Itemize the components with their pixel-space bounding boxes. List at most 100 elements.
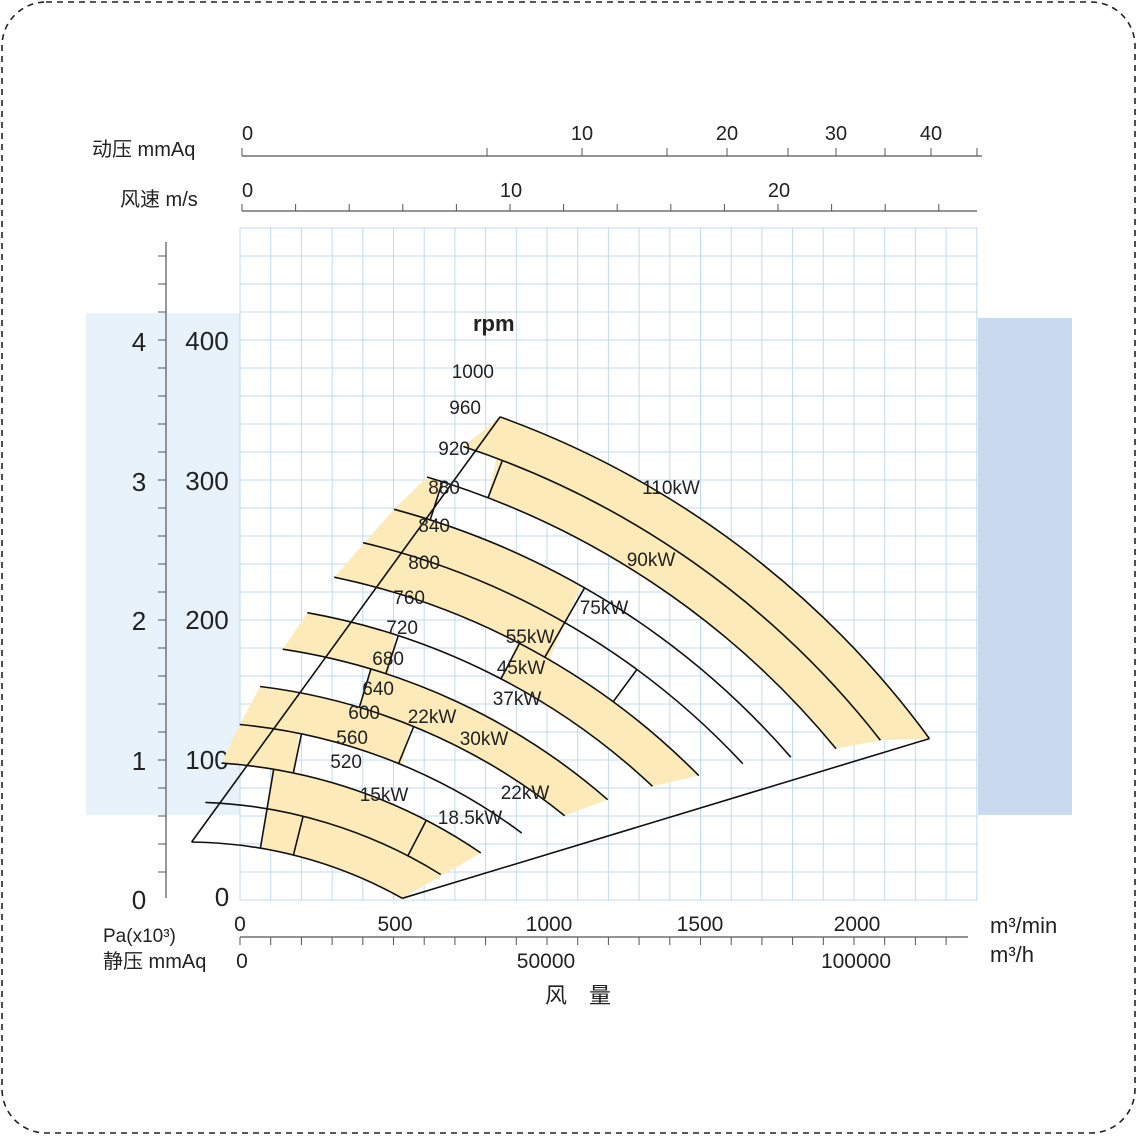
power-label: 22kW (408, 707, 457, 728)
power-label: 110kW (642, 478, 700, 499)
dynamic-pressure-ticks: 0 10 20 30 40 (241, 123, 978, 156)
rpm-curve (282, 648, 609, 801)
left-boundary (190, 416, 501, 843)
rpm-title: rpm (473, 311, 515, 336)
power-label: 90kW (627, 550, 676, 571)
power-band (502, 642, 699, 787)
pa-unit-label: Pa(x10³) (103, 926, 176, 947)
rpm-curve (260, 685, 566, 817)
mmaq-tick-label: 0 (215, 882, 229, 912)
rpm-label: 600 (348, 703, 380, 724)
rpm-label: 760 (393, 588, 425, 609)
rpm-label: 720 (386, 618, 418, 639)
rpm-curve (307, 611, 654, 787)
rpm-curve (334, 576, 700, 777)
flow-hour-tick-label: 100000 (821, 950, 891, 973)
rpm-label: 840 (418, 516, 450, 537)
rpm-curve (463, 445, 882, 741)
power-divider (397, 726, 415, 764)
pa-tick-label: 4 (132, 327, 146, 357)
power-band (488, 458, 881, 749)
power-divider (429, 481, 444, 521)
power-label: 18.5kW (438, 808, 502, 829)
power-divider (358, 668, 372, 708)
rpm-curve (426, 476, 837, 750)
rpm-label: 680 (372, 649, 404, 670)
flow-hour-tick-label: 50000 (517, 950, 575, 973)
rpm-curve (191, 841, 403, 899)
rpm-label: 640 (362, 679, 394, 700)
power-band (360, 668, 608, 816)
rpm-curve (362, 541, 744, 765)
power-label: 75kW (580, 598, 629, 619)
flow-unit-min: m³/min (990, 913, 1057, 938)
velocity-ticks: 0 10 20 (241, 180, 940, 211)
pa-tick-label: 0 (132, 885, 146, 915)
pa-tick-label: 3 (132, 467, 146, 497)
power-divider (500, 643, 521, 680)
pa-tick-label: 1 (132, 746, 146, 776)
curve-labels: 1000 960 920 880 840 800 760 720 680 640 600 560 520… (330, 362, 700, 829)
power-band (463, 416, 930, 741)
power-divider (544, 587, 586, 658)
flow-min-tick-label: 500 (377, 913, 412, 936)
power-divider (259, 769, 275, 849)
rpm-label: 1000 (452, 362, 494, 383)
rpm-label: 800 (408, 553, 440, 574)
power-divider (407, 819, 428, 857)
v-tick-label: 0 (242, 180, 253, 202)
dp-tick-label: 20 (716, 123, 738, 145)
power-divider (612, 669, 638, 703)
rpm-curve (221, 762, 482, 854)
flow-hour-tick-label: 0 (236, 950, 248, 973)
power-divider (385, 635, 400, 674)
rpm-label: 960 (449, 398, 481, 419)
power-band (282, 612, 395, 675)
right-boundary (402, 737, 930, 900)
power-band (394, 477, 444, 520)
rpm-curve (239, 723, 523, 834)
rpm-curve (499, 416, 931, 740)
flow-min-tick-label: 2000 (834, 913, 881, 936)
dynamic-pressure-label: 动压 mmAq (92, 138, 195, 161)
dp-tick-label: 40 (920, 123, 942, 145)
power-divider (292, 733, 303, 774)
flow-min-tick-label: 1500 (677, 913, 724, 936)
power-label: 30kW (460, 729, 509, 750)
flow-min-tick-label: 1000 (526, 913, 573, 936)
power-bands (221, 416, 930, 899)
power-divider (487, 460, 504, 499)
dp-tick-label: 10 (571, 123, 593, 145)
rpm-curve (205, 801, 442, 876)
power-band (239, 686, 410, 765)
rpm-curves (190, 416, 931, 900)
y-axis-ticks: 0 1 2 3 4 0 100 200 300 400 (132, 255, 229, 915)
pa-tick-label: 2 (132, 606, 146, 636)
mmaq-tick-label: 300 (185, 466, 228, 496)
mmaq-unit-label: 静压 mmAq (103, 950, 206, 973)
flow-min-tick-label: 0 (234, 913, 246, 936)
flow-unit-hour: m³/h (990, 942, 1034, 967)
mmaq-tick-label: 200 (185, 605, 228, 635)
mmaq-tick-label: 400 (185, 326, 228, 356)
mmaq-tick-label: 100 (185, 745, 228, 775)
dp-tick-label: 0 (242, 123, 253, 145)
power-label: 22kW (501, 783, 550, 804)
flow-axis-label: 风 量 (545, 983, 611, 1008)
rpm-curve (393, 508, 792, 758)
rpm-label: 880 (428, 478, 460, 499)
power-label: 15kW (360, 785, 409, 806)
v-tick-label: 20 (768, 180, 790, 202)
power-divider (292, 816, 304, 856)
power-label: 45kW (497, 658, 546, 679)
dp-tick-label: 30 (825, 123, 847, 145)
velocity-label: 风速 m/s (120, 188, 198, 211)
v-tick-label: 10 (500, 180, 522, 202)
x-axis-ticks: 0 500 1000 1500 2000 0 50000 100000 (234, 913, 947, 973)
rpm-label: 520 (330, 752, 362, 773)
power-band (334, 509, 581, 660)
power-label: 55kW (506, 627, 555, 648)
power-label: 37kW (493, 689, 542, 710)
